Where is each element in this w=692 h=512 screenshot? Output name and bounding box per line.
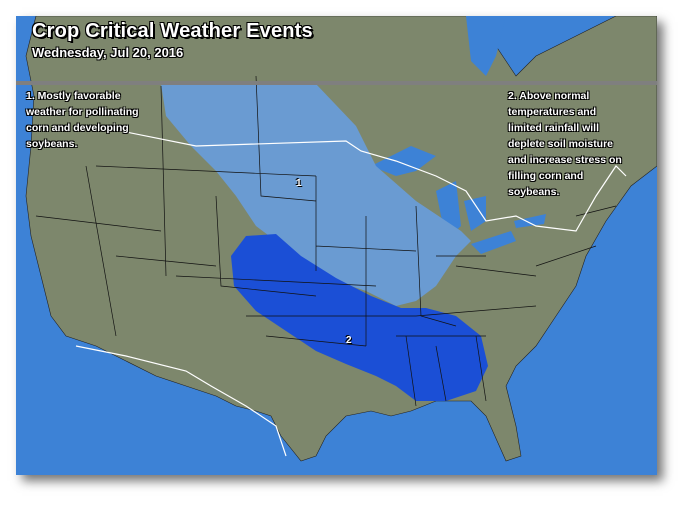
region-2-label: 2 [346,335,352,346]
hudson-bay [466,16,506,76]
region-1-label: 1 [296,178,302,189]
us-mexico-border [75,345,287,457]
map-graphic [16,16,657,475]
map-title: Crop Critical Weather Events [32,20,313,42]
state-borders [35,75,617,407]
header-divider [16,81,657,85]
map-date: Wednesday, Jul 20, 2016 [32,45,184,60]
weather-map: Crop Critical Weather Events Wednesday, … [16,16,657,475]
note-2: 2. Above normal temperatures and limited… [508,90,622,198]
note-1: 1. Mostly favorable weather for pollinat… [26,90,139,150]
region-2 [231,234,488,401]
us-canada-border [95,125,627,232]
